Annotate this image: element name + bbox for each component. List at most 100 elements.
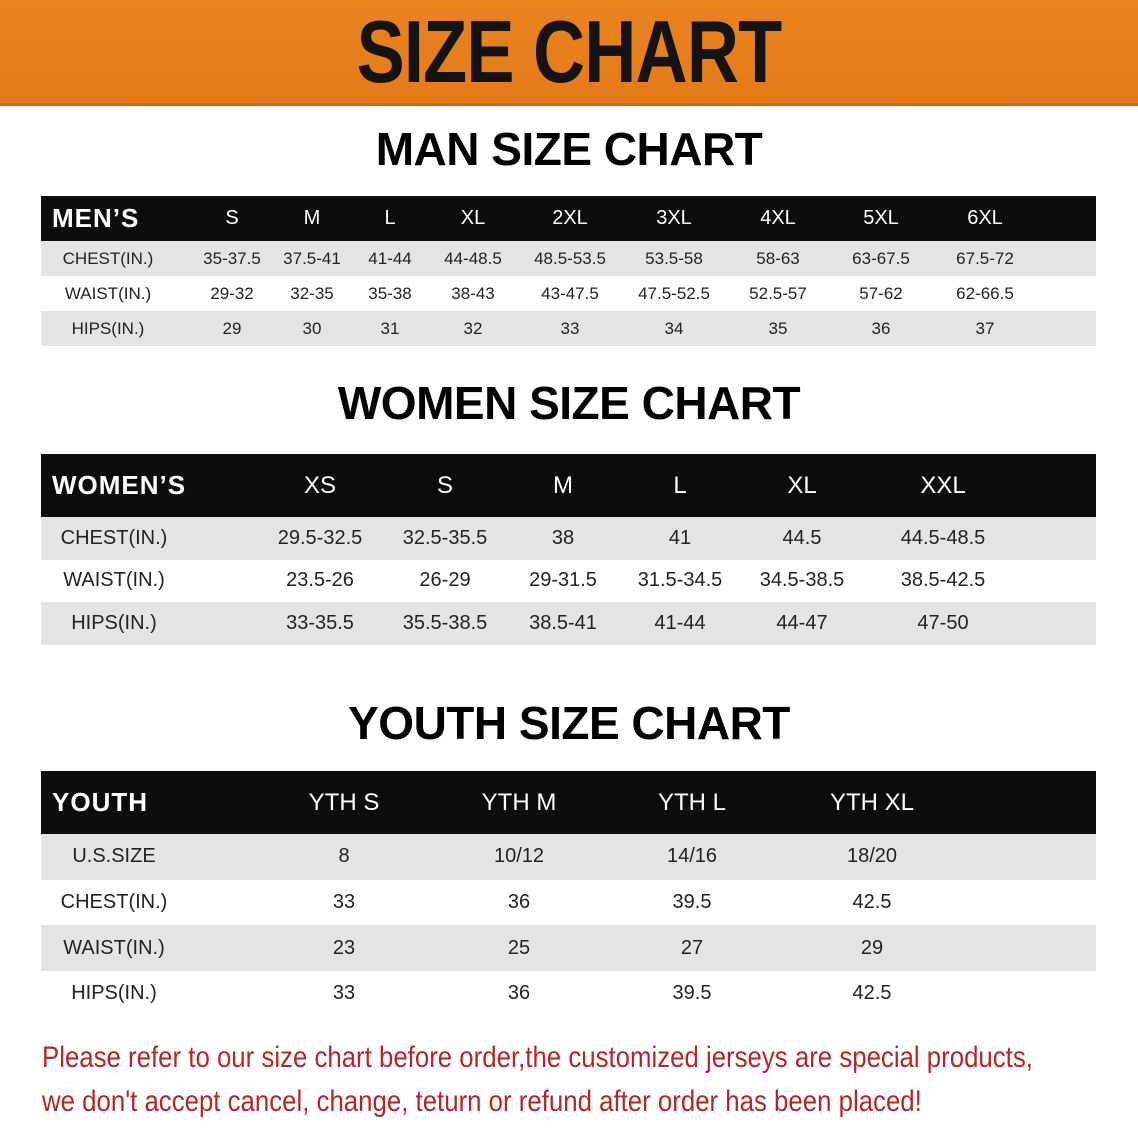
table-cell: 8 (338, 845, 350, 868)
women-section-title: WOMEN SIZE CHART (337, 377, 801, 429)
size-column-header: YTH XL (829, 788, 915, 816)
table-cell: 44-48.5 (444, 248, 502, 268)
youth-size-table: YOUTH YTH S YTH M YTH L YTH XL U.S.SIZE 8 10/12… (41, 771, 1096, 1017)
table-cell: 53.5-58 (645, 248, 703, 268)
table-cell: 31.5-34.5 (637, 569, 723, 592)
header-row: MEN’S S M L XL 2XL 3XL 4XL 5XL 6XL (41, 196, 1096, 241)
size-column-header: M (553, 471, 573, 499)
table-cell: 39.5 (672, 891, 712, 914)
row-label: HIPS(IN.) (71, 318, 145, 338)
table-cell: 29.5-32.5 (277, 526, 363, 549)
table-cell: 29-32 (210, 283, 254, 303)
table-row: HIPS(IN.) 33-35.5 35.5-38.5 38.5-41 41-44 44-… (41, 602, 1096, 645)
table-cell: 39.5 (672, 982, 712, 1005)
row-label: WAIST(IN.) (64, 283, 152, 303)
table-row: WAIST(IN.) 23.5-26 26-29 29-31.5 31.5-34.5 34… (41, 560, 1096, 603)
table-cell: 38 (551, 526, 575, 549)
table-cell: 18/20 (846, 845, 898, 868)
row-label: WAIST(IN.) (63, 936, 165, 959)
table-cell: 41-44 (368, 248, 412, 268)
size-column-header: XL (787, 471, 817, 499)
table-cell: 14/16 (666, 845, 718, 868)
table-cell: 52.5-57 (749, 283, 807, 303)
table-row: HIPS(IN.) 33 36 39.5 42.5 (41, 971, 1096, 1017)
table-cell: 44.5 (782, 526, 822, 549)
size-column-header: L (673, 471, 687, 499)
table-cell: 35 (768, 318, 788, 338)
table-cell: 33 (332, 891, 356, 914)
table-cell: 42.5 (852, 891, 892, 914)
table-cell: 42.5 (852, 982, 892, 1005)
size-column-header: 4XL (760, 207, 796, 229)
table-cell: 37 (975, 318, 995, 338)
table-cell: 29 (860, 936, 884, 959)
table-row: WAIST(IN.) 23 25 27 29 (41, 925, 1096, 972)
row-label: CHEST(IN.) (60, 526, 168, 549)
table-cell: 36 (507, 891, 531, 914)
row-label: CHEST(IN.) (62, 248, 154, 268)
notice-line-1: Please refer to our size chart before or… (42, 1041, 1033, 1074)
header-row: YOUTH YTH S YTH M YTH L YTH XL (41, 771, 1096, 834)
table-cell: 62-66.5 (956, 283, 1014, 303)
table-cell: 67.5-72 (956, 248, 1014, 268)
table-cell: 37.5-41 (283, 248, 341, 268)
table-cell: 36 (871, 318, 891, 338)
size-column-header: XL (460, 207, 486, 229)
table-cell: 41-44 (654, 611, 706, 634)
table-row: CHEST(IN.) 33 36 39.5 42.5 (41, 880, 1096, 926)
table-cell: 29 (222, 318, 242, 338)
header-row: WOMEN’S XS S M L XL XXL (41, 454, 1096, 517)
row-label: WAIST(IN.) (63, 569, 165, 592)
size-column-header: S (436, 471, 453, 499)
row-label: U.S.SIZE (72, 845, 156, 868)
size-column-header: YTH S (308, 788, 380, 816)
size-column-header: 3XL (656, 207, 692, 229)
table-cell: 36 (507, 982, 531, 1005)
table-row: U.S.SIZE 8 10/12 14/16 18/20 (41, 834, 1096, 880)
table-cell: 43-47.5 (541, 283, 599, 303)
table-cell: 57-62 (859, 283, 903, 303)
table-cell: 63-67.5 (852, 248, 910, 268)
header-label: MEN’S (52, 203, 140, 233)
size-column-header: XXL (920, 471, 966, 499)
table-row: CHEST(IN.) 35-37.5 37.5-41 41-44 44-48.5 48.5… (41, 241, 1096, 276)
table-cell: 34.5-38.5 (759, 569, 845, 592)
youth-section-title: YOUTH SIZE CHART (348, 697, 790, 749)
table-cell: 38.5-41 (529, 611, 597, 634)
table-row: HIPS(IN.) 29 30 31 32 33 34 35 36 37 (41, 311, 1096, 346)
table-cell: 23 (332, 936, 356, 959)
size-column-header: L (384, 207, 396, 229)
table-cell: 35-37.5 (203, 248, 261, 268)
table-cell: 30 (302, 318, 322, 338)
size-column-header: 6XL (967, 207, 1003, 229)
size-column-header: YTH L (657, 788, 726, 816)
table-cell: 10/12 (493, 845, 545, 868)
notice-line-2: we don't accept cancel, change, teturn o… (42, 1085, 922, 1118)
table-row: CHEST(IN.) 29.5-32.5 32.5-35.5 38 41 44.5 44.5… (41, 517, 1096, 560)
header-label: WOMEN’S (52, 470, 187, 500)
order-notice: Please refer to our size chart before or… (42, 1036, 1033, 1124)
table-cell: 58-63 (756, 248, 800, 268)
table-cell: 26-29 (419, 569, 471, 592)
banner: SIZE CHART (0, 0, 1138, 106)
table-cell: 27 (680, 936, 704, 959)
table-cell: 23.5-26 (286, 569, 354, 592)
row-label: HIPS(IN.) (71, 611, 157, 634)
size-column-header: XS (303, 471, 336, 499)
banner-title: SIZE CHART (356, 2, 783, 101)
size-column-header: S (225, 207, 239, 229)
table-row: WAIST(IN.) 29-32 32-35 35-38 38-43 43-47.5 47.… (41, 276, 1096, 311)
table-cell: 35-38 (368, 283, 412, 303)
table-cell: 48.5-53.5 (534, 248, 606, 268)
men-size-table: MEN’S S M L XL 2XL 3XL 4XL 5XL 6XL CHEST(IN.) 35-37… (41, 196, 1096, 346)
size-column-header: 2XL (552, 207, 588, 229)
women-size-table: WOMEN’S XS S M L XL XXL CHEST(IN.) 29.5-32.5 32.5… (41, 454, 1096, 645)
table-cell: 41 (668, 526, 692, 549)
table-cell: 33 (560, 318, 580, 338)
size-column-header: 5XL (863, 207, 899, 229)
table-cell: 38.5-42.5 (900, 569, 986, 592)
table-cell: 35.5-38.5 (402, 611, 488, 634)
table-cell: 33 (332, 982, 356, 1005)
table-cell: 33-35.5 (286, 611, 354, 634)
table-cell: 32-35 (290, 283, 334, 303)
